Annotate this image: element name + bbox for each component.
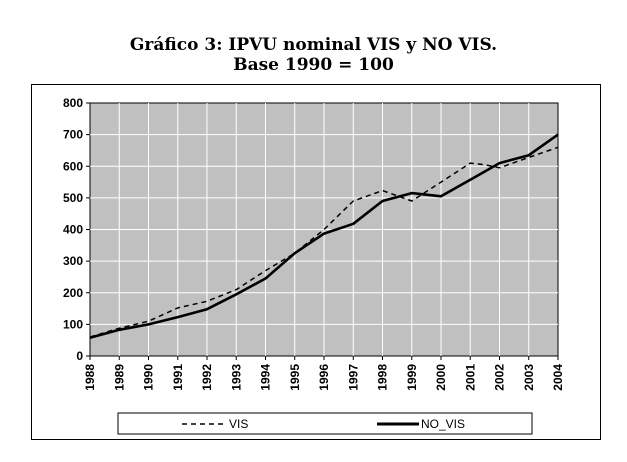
line-chart: 0 100 200 300 400 500 600 700 800 1988 1989 1990 19… bbox=[63, 96, 565, 435]
x-tick-label: 1991 bbox=[171, 364, 185, 391]
chart-subtitle: Base 1990 = 100 bbox=[233, 55, 394, 75]
x-tick-label: 2003 bbox=[522, 364, 536, 391]
x-tick-label: 2001 bbox=[463, 364, 477, 391]
x-tick-label: 2002 bbox=[493, 364, 507, 391]
x-tick-label: 1990 bbox=[142, 364, 156, 391]
y-tick-label: 700 bbox=[63, 128, 83, 142]
y-tick-label: 100 bbox=[63, 317, 83, 331]
legend-label-vis: VIS bbox=[229, 417, 248, 431]
y-tick-label: 600 bbox=[63, 159, 83, 173]
y-tick-label: 200 bbox=[63, 286, 83, 300]
x-tick-label: 1999 bbox=[405, 364, 419, 391]
x-tick-label: 2004 bbox=[551, 364, 565, 391]
series-line-vis bbox=[89, 146, 559, 338]
y-tick-label: 500 bbox=[63, 191, 83, 205]
legend-label-no-vis: NO_VIS bbox=[421, 417, 465, 431]
x-tick-label: 1992 bbox=[200, 364, 214, 391]
series-line-no-vis bbox=[89, 133, 559, 339]
x-tick-label: 1988 bbox=[83, 364, 97, 391]
y-tick-label: 300 bbox=[63, 254, 83, 268]
legend-box bbox=[117, 412, 533, 435]
x-tick-label: 1997 bbox=[346, 364, 360, 391]
x-tick-label: 1998 bbox=[376, 364, 390, 391]
x-tick-label: 1993 bbox=[229, 364, 243, 391]
y-tick-label: 800 bbox=[63, 96, 83, 110]
x-tick-label: 1994 bbox=[259, 364, 273, 391]
x-tick-label: 1989 bbox=[112, 364, 126, 391]
y-tick-label: 400 bbox=[63, 223, 83, 237]
x-tick-label: 2000 bbox=[434, 364, 448, 391]
chart-title: Gráfico 3: IPVU nominal VIS y NO VIS. bbox=[129, 35, 498, 55]
y-tick-label: 0 bbox=[76, 349, 83, 363]
legend: VIS NO_VIS bbox=[117, 412, 533, 435]
x-tick-label: 1996 bbox=[317, 364, 331, 391]
x-tick-label: 1995 bbox=[288, 364, 302, 391]
chart-frame: 0 100 200 300 400 500 600 700 800 1988 1989 1990 19… bbox=[31, 84, 601, 440]
